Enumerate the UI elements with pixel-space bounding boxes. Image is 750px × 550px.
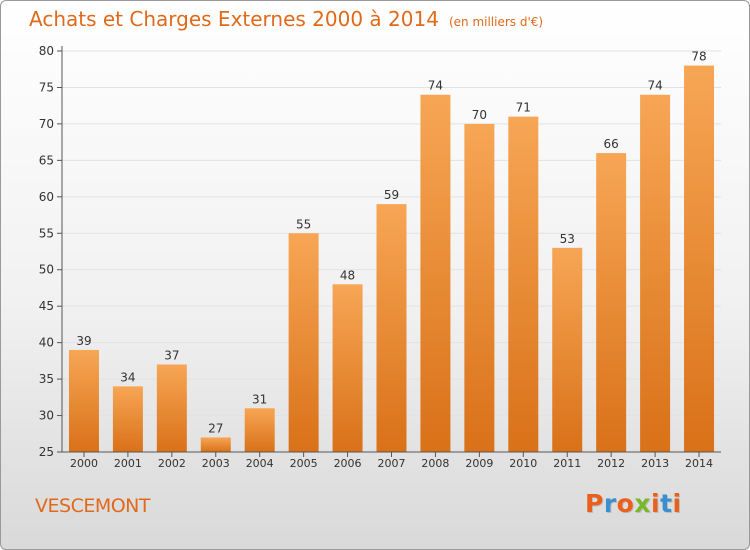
y-tick-label: 45 — [39, 299, 54, 313]
logo-letter: P — [585, 489, 604, 518]
y-tick-label: 60 — [39, 190, 54, 204]
data-label: 59 — [384, 188, 399, 202]
data-label: 53 — [560, 232, 575, 246]
bar-2013 — [640, 94, 671, 452]
x-tick-label: 2005 — [290, 457, 318, 470]
bar-2002 — [156, 364, 187, 452]
x-tick-label: 2000 — [70, 457, 98, 470]
bars-group — [68, 65, 715, 453]
logo-letter: t — [660, 489, 673, 518]
logo-letter: i — [651, 489, 661, 518]
y-tick-label: 75 — [39, 80, 54, 94]
x-tick-label: 2006 — [334, 457, 362, 470]
bar-2010 — [508, 116, 539, 453]
bar-2011 — [552, 247, 583, 452]
bar-2005 — [288, 233, 319, 452]
chart-title: Achats et Charges Externes 2000 à 2014 (e… — [29, 7, 543, 31]
x-tick-label: 2004 — [246, 457, 274, 470]
y-tick-label: 80 — [39, 44, 54, 58]
data-label: 66 — [604, 137, 619, 151]
bar-2003 — [200, 437, 231, 452]
data-label: 55 — [296, 217, 311, 231]
data-label: 34 — [120, 370, 135, 384]
data-label: 37 — [164, 349, 179, 363]
x-tick-label: 2007 — [378, 457, 406, 470]
data-labels: 39 34 37 27 31 55 48 59 74 70 71 53 66 74 78 — [76, 50, 706, 436]
logo-letter: i — [672, 489, 682, 518]
x-tick-label: 2002 — [158, 457, 186, 470]
x-tick-label: 2008 — [421, 457, 449, 470]
chart-title-text: Achats et Charges Externes 2000 à 2014 — [29, 7, 439, 31]
bar-2012 — [596, 153, 627, 452]
bar-2000 — [68, 349, 99, 452]
bar-2001 — [112, 386, 143, 452]
data-label: 74 — [428, 79, 443, 93]
x-tick-label: 2010 — [509, 457, 537, 470]
x-tick-label: 2009 — [465, 457, 493, 470]
y-tick-label: 35 — [39, 372, 54, 386]
logo-letter: r — [603, 489, 617, 518]
y-tick-label: 40 — [39, 336, 54, 350]
y-tick-label: 25 — [39, 445, 54, 459]
proxiti-logo: Proxiti — [585, 489, 682, 518]
data-label: 70 — [472, 108, 487, 122]
logo-letter: x — [634, 489, 651, 518]
bar-2004 — [244, 408, 275, 452]
bar-2007 — [376, 204, 407, 452]
x-tick-label: 2012 — [597, 457, 625, 470]
bar-2008 — [420, 94, 451, 452]
x-tick-label: 2011 — [553, 457, 581, 470]
data-label: 39 — [76, 334, 91, 348]
bar-2006 — [332, 284, 363, 452]
data-label: 27 — [208, 421, 223, 435]
chart-unit: (en milliers d'€) — [448, 15, 544, 29]
y-tick-label: 30 — [39, 409, 54, 423]
data-label: 78 — [691, 50, 706, 64]
x-tick-label: 2001 — [114, 457, 142, 470]
data-label: 71 — [516, 101, 531, 115]
x-tick-label: 2014 — [685, 457, 713, 470]
bar-2009 — [464, 123, 495, 452]
y-tick-label: 55 — [39, 226, 54, 240]
data-label: 31 — [252, 392, 267, 406]
tick-labels: 25 30 35 40 45 50 55 60 65 70 75 80 2000 2001 2002 2003… — [39, 44, 713, 470]
x-tick-label: 2003 — [202, 457, 230, 470]
y-tick-label: 65 — [39, 153, 54, 167]
data-label: 74 — [647, 79, 662, 93]
commune-name: VESCEMONT — [35, 495, 151, 517]
x-tick-label: 2013 — [641, 457, 669, 470]
data-label: 48 — [340, 268, 355, 282]
y-tick-label: 70 — [39, 117, 54, 131]
logo-letter: o — [616, 489, 635, 518]
y-tick-label: 50 — [39, 263, 54, 277]
bar-2014 — [684, 65, 715, 452]
